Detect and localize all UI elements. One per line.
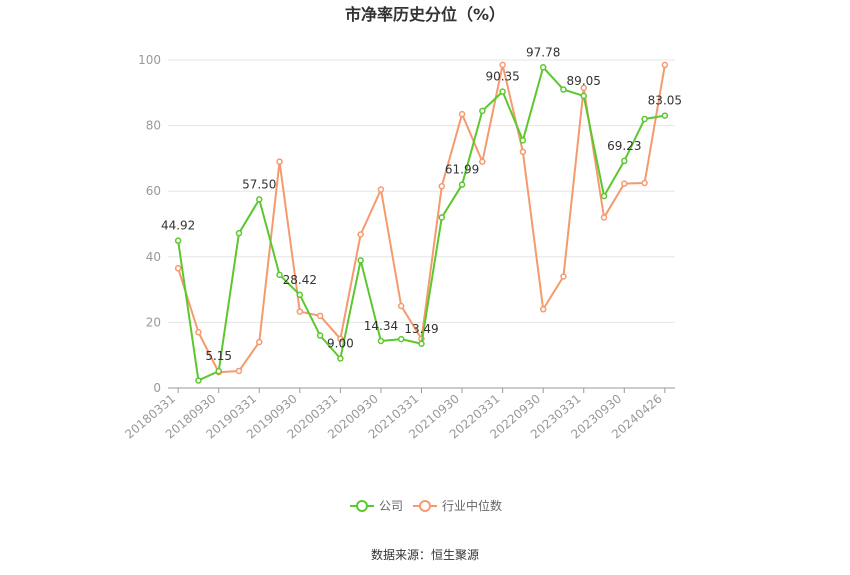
data-label: 14.34 (364, 319, 398, 333)
data-point-0[interactable] (256, 196, 263, 203)
data-label: 69.23 (607, 139, 641, 153)
data-point-1[interactable] (276, 158, 283, 165)
data-label: 83.05 (648, 94, 682, 108)
chart-title: 市净率历史分位（%） (345, 5, 505, 24)
data-point-1[interactable] (296, 308, 304, 315)
data-label: 90.35 (485, 70, 519, 84)
y-tick-label: 60 (146, 184, 161, 198)
legend-swatch-marker (356, 500, 368, 512)
data-label: 13.49 (404, 322, 438, 336)
data-point-0[interactable] (235, 229, 243, 237)
data-point-0[interactable] (600, 192, 608, 200)
series-group (174, 61, 669, 384)
data-point-0[interactable] (276, 271, 283, 279)
data-label: 89.05 (567, 74, 601, 88)
data-point-1[interactable] (661, 61, 669, 69)
y-tick-label: 0 (153, 381, 161, 395)
data-point-1[interactable] (479, 158, 486, 165)
y-tick-label: 20 (146, 315, 161, 329)
y-tick-label: 80 (146, 119, 161, 133)
data-point-1[interactable] (316, 312, 324, 320)
data-point-0[interactable] (458, 181, 466, 188)
data-point-0[interactable] (560, 86, 567, 93)
data-point-0[interactable] (377, 337, 385, 345)
data-point-0[interactable] (195, 377, 202, 384)
data-point-1[interactable] (377, 186, 385, 193)
data-point-1[interactable] (256, 338, 263, 346)
data-point-1[interactable] (195, 328, 202, 336)
data-point-0[interactable] (621, 157, 628, 165)
y-axis: 0 20 40 60 80 100 (138, 53, 161, 395)
data-point-0[interactable] (316, 332, 324, 339)
data-point-1[interactable] (539, 306, 547, 313)
data-label: 57.50 (242, 177, 276, 191)
data-point-1[interactable] (458, 110, 466, 118)
legend-item-1[interactable]: 行业中位数 (413, 498, 502, 513)
data-labels: 44.92 5.15 57.50 28.42 9.00 14.34 13.49 61.99 90… (161, 45, 682, 363)
data-label: 61.99 (445, 163, 479, 177)
data-label: 44.92 (161, 219, 195, 233)
data-point-1[interactable] (337, 335, 344, 343)
data-point-0[interactable] (397, 335, 405, 343)
data-point-1[interactable] (600, 214, 608, 221)
data-point-0[interactable] (296, 291, 304, 299)
data-point-1[interactable] (357, 231, 364, 238)
data-point-0[interactable] (357, 257, 364, 264)
legend[interactable]: 公司 行业中位数 (350, 498, 502, 513)
data-point-0[interactable] (337, 355, 344, 362)
data-point-0[interactable] (519, 137, 527, 144)
data-point-0[interactable] (418, 340, 425, 348)
legend-label: 行业中位数 (442, 498, 502, 513)
legend-swatch-marker (419, 500, 431, 512)
legend-label: 公司 (379, 499, 403, 513)
data-point-1[interactable] (621, 180, 628, 187)
data-point-0[interactable] (215, 367, 222, 375)
data-point-1[interactable] (641, 179, 648, 187)
data-point-1[interactable] (560, 273, 567, 280)
data-point-0[interactable] (479, 107, 486, 115)
data-label: 28.42 (283, 273, 317, 287)
data-point-1[interactable] (580, 84, 587, 92)
data-point-0[interactable] (641, 115, 648, 123)
data-point-0[interactable] (499, 88, 506, 95)
data-point-0[interactable] (174, 237, 182, 244)
data-point-1[interactable] (438, 183, 446, 190)
data-point-0[interactable] (438, 214, 446, 221)
data-point-0[interactable] (539, 64, 547, 71)
data-label: 9.00 (327, 336, 354, 350)
data-point-1[interactable] (235, 367, 243, 375)
data-point-0[interactable] (661, 112, 669, 119)
data-point-1[interactable] (174, 265, 182, 272)
y-tick-label: 100 (138, 53, 161, 67)
data-point-1[interactable] (499, 61, 506, 69)
data-point-1[interactable] (519, 148, 527, 156)
legend-item-0[interactable]: 公司 (350, 499, 403, 513)
data-point-1[interactable] (397, 302, 405, 310)
source-note: 数据来源：恒生聚源 (371, 547, 479, 562)
y-tick-label: 40 (146, 250, 161, 264)
data-label: 5.15 (205, 349, 232, 363)
data-point-0[interactable] (580, 92, 587, 100)
data-label: 97.78 (526, 45, 560, 59)
x-axis: 2018033120180930201903312019093020200331… (122, 387, 675, 442)
